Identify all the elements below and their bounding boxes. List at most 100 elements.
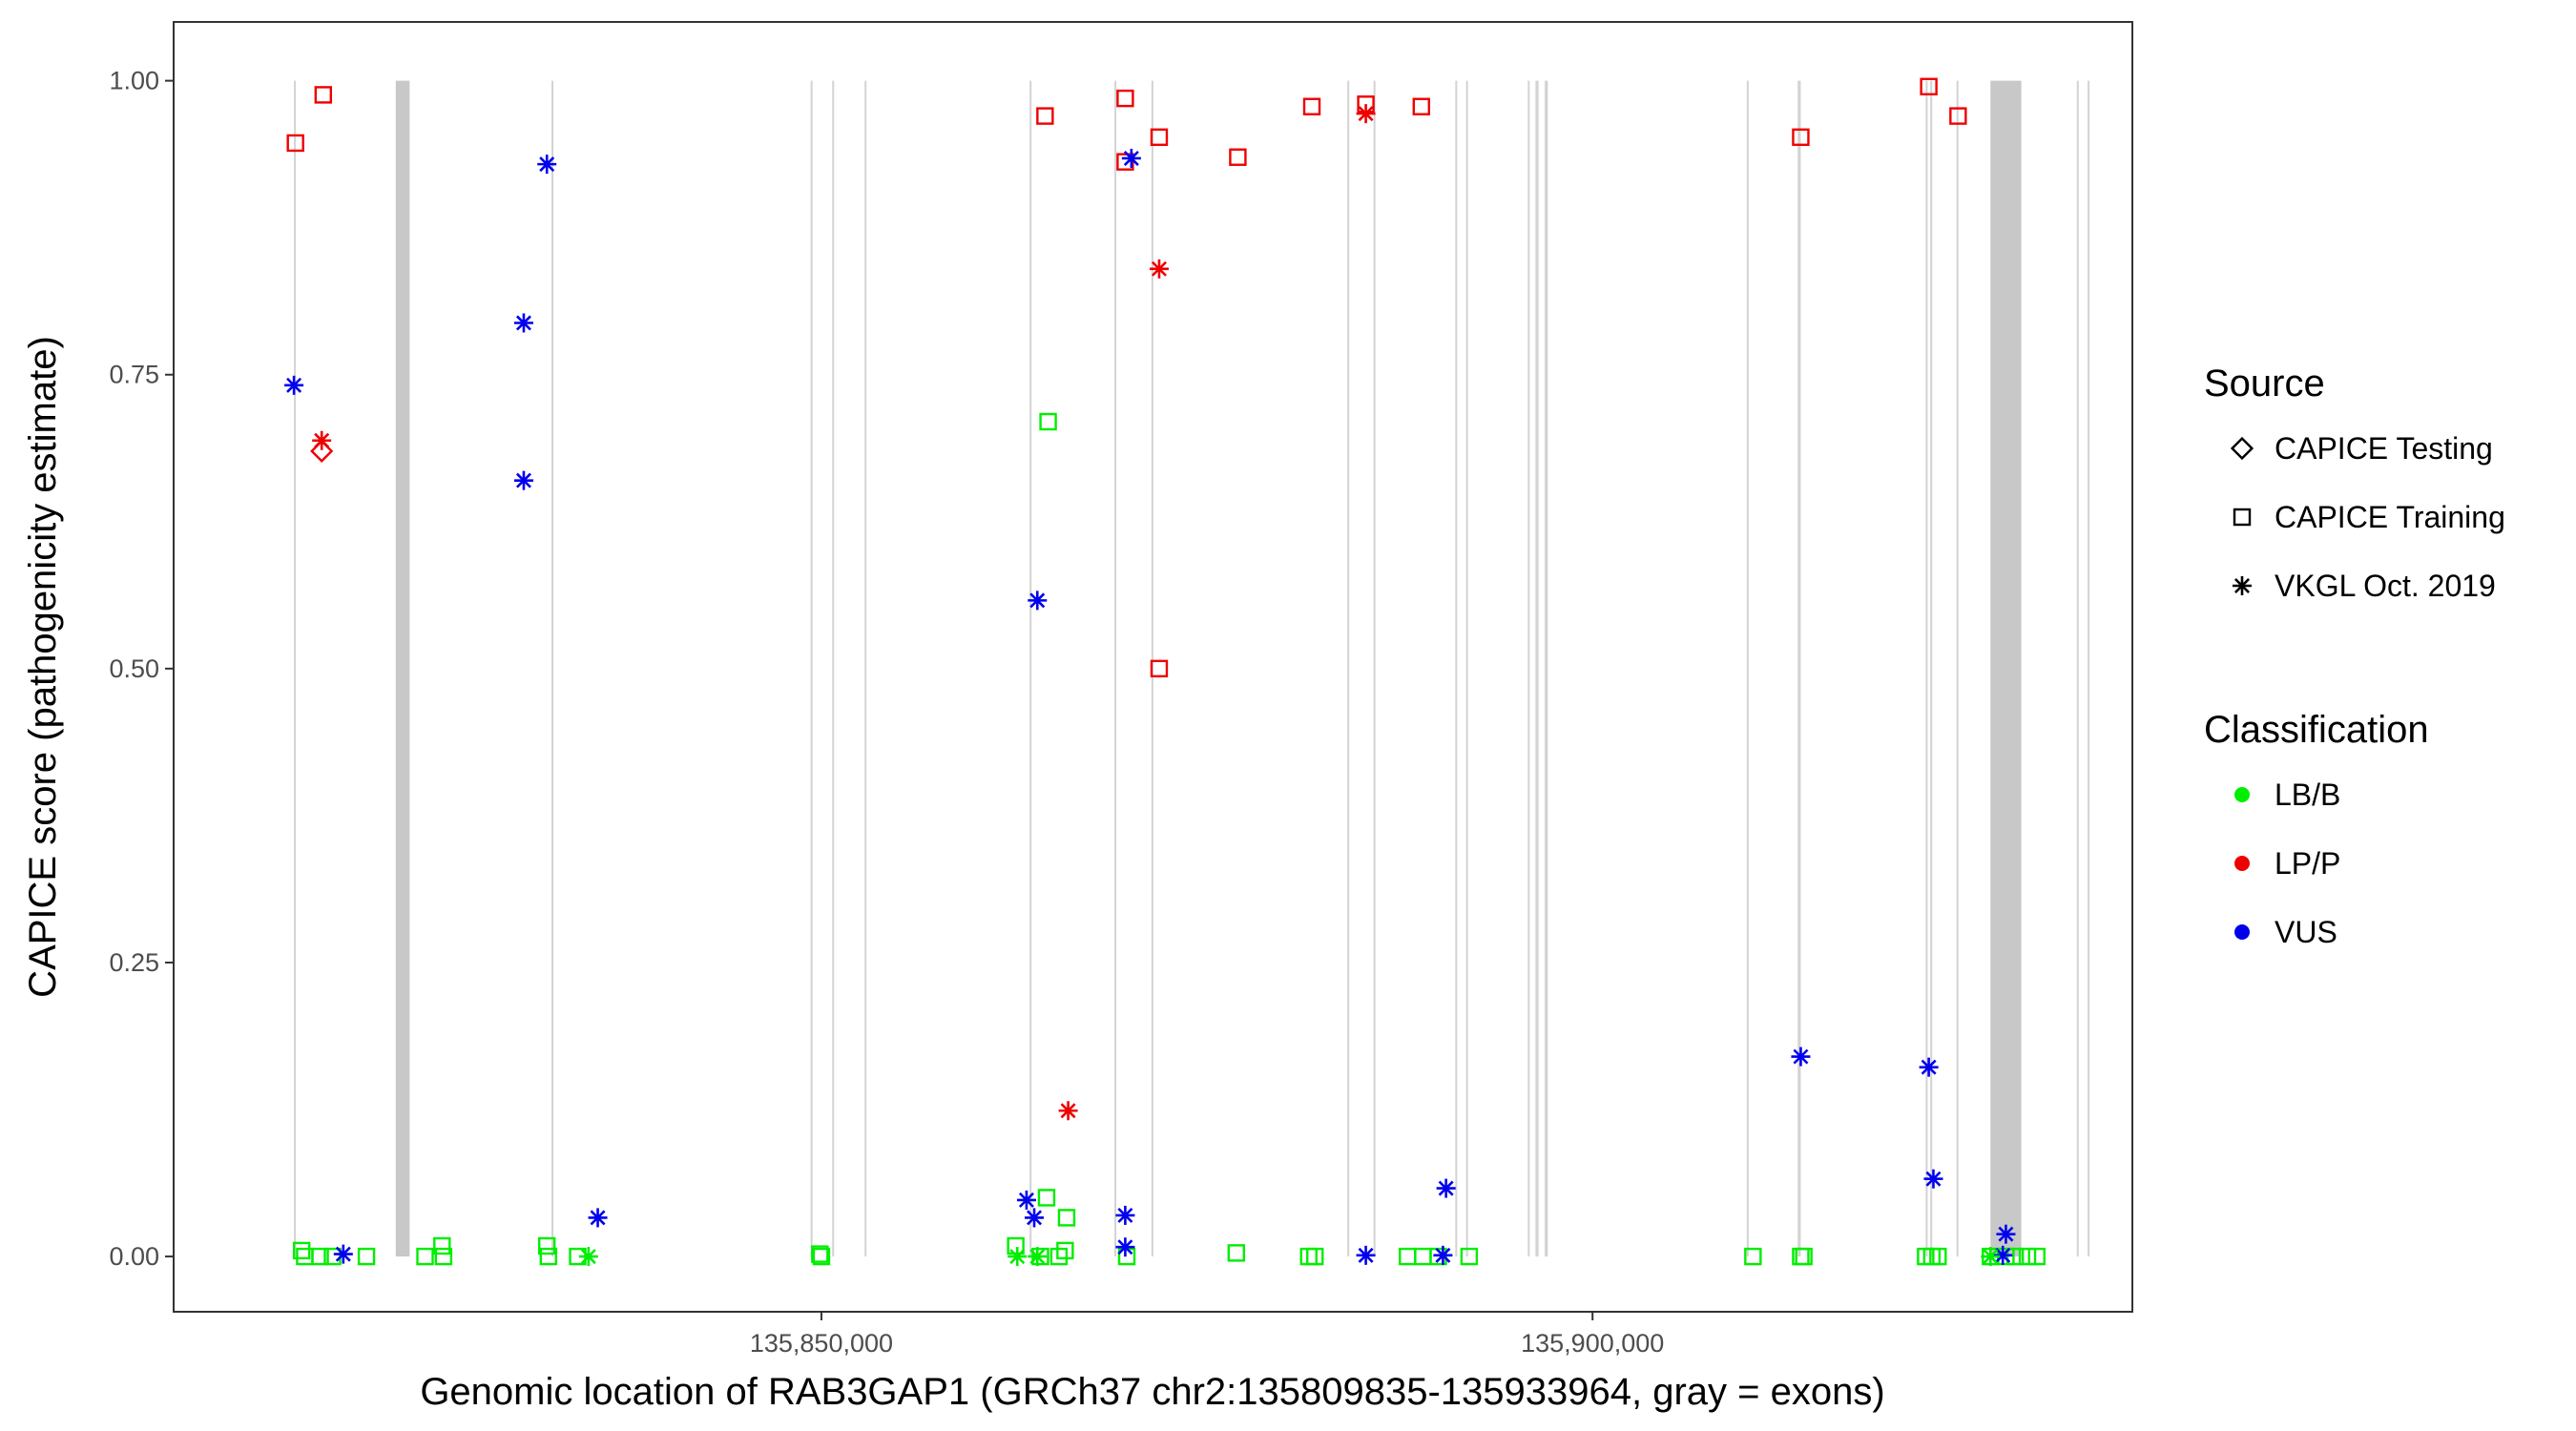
point-asterisk-lbb-5-0 <box>578 1247 598 1267</box>
point-square-lbb-2-9 <box>539 1247 558 1266</box>
point-asterisk-vus-3-4 <box>537 155 557 175</box>
point-square-lpp-1-10 <box>1792 128 1810 146</box>
points-layer <box>284 77 2046 1267</box>
point-asterisk-lpp-4-3 <box>1356 104 1376 124</box>
point-asterisk-lpp-4-2 <box>1149 259 1169 279</box>
y-tick-label-2: 0.50 <box>109 654 159 683</box>
exon-band-22 <box>2076 80 2079 1257</box>
legend-key-diamond <box>2230 436 2254 461</box>
point-square-lbb-2-4 <box>357 1247 376 1266</box>
point-square-lbb-2-0 <box>292 1241 311 1260</box>
point-square-lpp-1-4 <box>1116 153 1134 171</box>
exon-band-18 <box>1925 80 1928 1257</box>
exon-band-3 <box>832 80 835 1257</box>
point-asterisk-lbb-5-3 <box>1981 1247 2001 1267</box>
point-square-lpp-1-2 <box>1036 107 1054 125</box>
y-axis: 0.00 0.25 0.50 0.75 1.00 <box>109 67 174 1271</box>
point-asterisk-vus-3-7 <box>1016 1190 1036 1210</box>
point-asterisk-lbb-5-2 <box>1028 1247 1048 1267</box>
point-asterisk-vus-3-17 <box>1923 1169 1943 1189</box>
point-asterisk-vus-3-12 <box>1356 1245 1376 1265</box>
point-asterisk-vus-3-9 <box>1115 1205 1135 1225</box>
x-tick-label-1: 135,900,000 <box>1521 1329 1664 1358</box>
x-axis: 135,850,000 135,900,000 <box>750 1312 1664 1358</box>
point-asterisk-lpp-4-1 <box>1058 1101 1078 1121</box>
point-square-lpp-1-11 <box>1920 77 1938 95</box>
y-tick-label-3: 0.75 <box>109 361 159 389</box>
point-square-lbb-2-19 <box>1039 412 1057 431</box>
point-square-lbb-2-27 <box>1460 1247 1479 1266</box>
exon-band-10 <box>1373 80 1376 1257</box>
exon-band-9 <box>1347 80 1350 1257</box>
point-square-lbb-2-37 <box>2018 1247 2037 1266</box>
point-square-lpp-1-6 <box>1229 148 1247 166</box>
point-asterisk-lpp-4-0 <box>312 430 332 450</box>
point-asterisk-vus-3-13 <box>1436 1178 1456 1198</box>
exon-band-21 <box>1990 80 2022 1257</box>
exon-layer <box>294 80 2090 1257</box>
point-square-lbb-2-23 <box>1306 1247 1324 1266</box>
exon-band-2 <box>810 80 813 1257</box>
point-square-lbb-2-7 <box>434 1247 453 1266</box>
exon-band-14 <box>1535 80 1539 1257</box>
x-axis-title: Genomic location of RAB3GAP1 (GRCh37 chr… <box>420 1371 1884 1413</box>
exon-band-23 <box>2088 80 2090 1257</box>
point-asterisk-vus-3-2 <box>513 313 533 333</box>
exon-band-13 <box>1527 80 1530 1257</box>
exon-band-0 <box>294 80 297 1257</box>
point-square-lbb-2-21 <box>1227 1244 1245 1262</box>
point-asterisk-vus-3-8 <box>1025 1208 1045 1228</box>
point-square-lpp-1-12 <box>1949 107 1967 125</box>
point-square-lbb-2-38 <box>2027 1247 2046 1266</box>
point-square-lpp-1-0 <box>286 134 304 153</box>
point-square-lpp-1-9 <box>1412 97 1430 115</box>
legend-key-asterisk <box>2233 576 2252 595</box>
exon-band-4 <box>864 80 867 1257</box>
exon-band-19 <box>1930 80 1933 1257</box>
point-square-lpp-1-7 <box>1302 97 1321 115</box>
y-axis-title: CAPICE score (pathogenicity estimate) <box>22 336 64 998</box>
legend-label-classification-1: LP/P <box>2275 846 2340 881</box>
point-square-lbb-2-28 <box>1744 1247 1762 1266</box>
point-asterisk-vus-3-11 <box>1121 148 1141 168</box>
legend-label-source-2: VKGL Oct. 2019 <box>2275 569 2496 603</box>
exon-band-16 <box>1746 80 1749 1257</box>
point-square-lbb-2-11 <box>811 1245 829 1263</box>
exon-band-20 <box>1956 80 1959 1257</box>
point-asterisk-vus-3-18 <box>1996 1224 2016 1244</box>
legend-label-source-1: CAPICE Training <box>2275 500 2505 534</box>
y-tick-label-4: 1.00 <box>109 67 159 95</box>
point-square-lbb-2-2 <box>311 1247 329 1266</box>
legend-layer: Source CAPICE Testing CAPICE Training VKGL … <box>2204 363 2505 949</box>
point-asterisk-vus-3-14 <box>1433 1245 1453 1265</box>
legend-key-lpp <box>2234 856 2250 871</box>
exon-band-7 <box>1114 80 1117 1257</box>
point-square-lbb-2-15 <box>1049 1247 1069 1266</box>
point-square-lbb-2-8 <box>538 1236 556 1255</box>
legend-key-square <box>2233 508 2252 527</box>
legend-key-vus <box>2234 924 2250 940</box>
legend-title-classification: Classification <box>2204 709 2429 751</box>
exon-band-1 <box>395 80 410 1257</box>
point-square-lbb-2-17 <box>1057 1209 1076 1227</box>
legend-key-lbb <box>2234 787 2250 802</box>
y-tick-label-1: 0.25 <box>109 948 159 977</box>
point-asterisk-vus-3-16 <box>1919 1057 1939 1077</box>
point-asterisk-vus-3-10 <box>1115 1237 1135 1257</box>
point-asterisk-vus-3-15 <box>1791 1047 1811 1067</box>
point-square-lpp-1-3 <box>1116 89 1134 108</box>
point-square-lbb-2-33 <box>1929 1247 1947 1266</box>
legend-label-classification-0: LB/B <box>2275 778 2340 812</box>
exon-band-5 <box>1029 80 1032 1257</box>
point-square-lbb-2-30 <box>1795 1247 1813 1266</box>
legend-label-classification-2: VUS <box>2275 915 2337 949</box>
point-square-lpp-1-13 <box>1150 659 1169 678</box>
legend-label-source-0: CAPICE Testing <box>2275 431 2493 466</box>
point-asterisk-vus-3-6 <box>1028 591 1048 611</box>
point-square-lbb-2-6 <box>433 1236 451 1255</box>
point-asterisk-vus-3-0 <box>284 375 304 395</box>
point-square-lpp-1-5 <box>1150 128 1169 146</box>
point-square-lbb-2-5 <box>416 1247 434 1266</box>
